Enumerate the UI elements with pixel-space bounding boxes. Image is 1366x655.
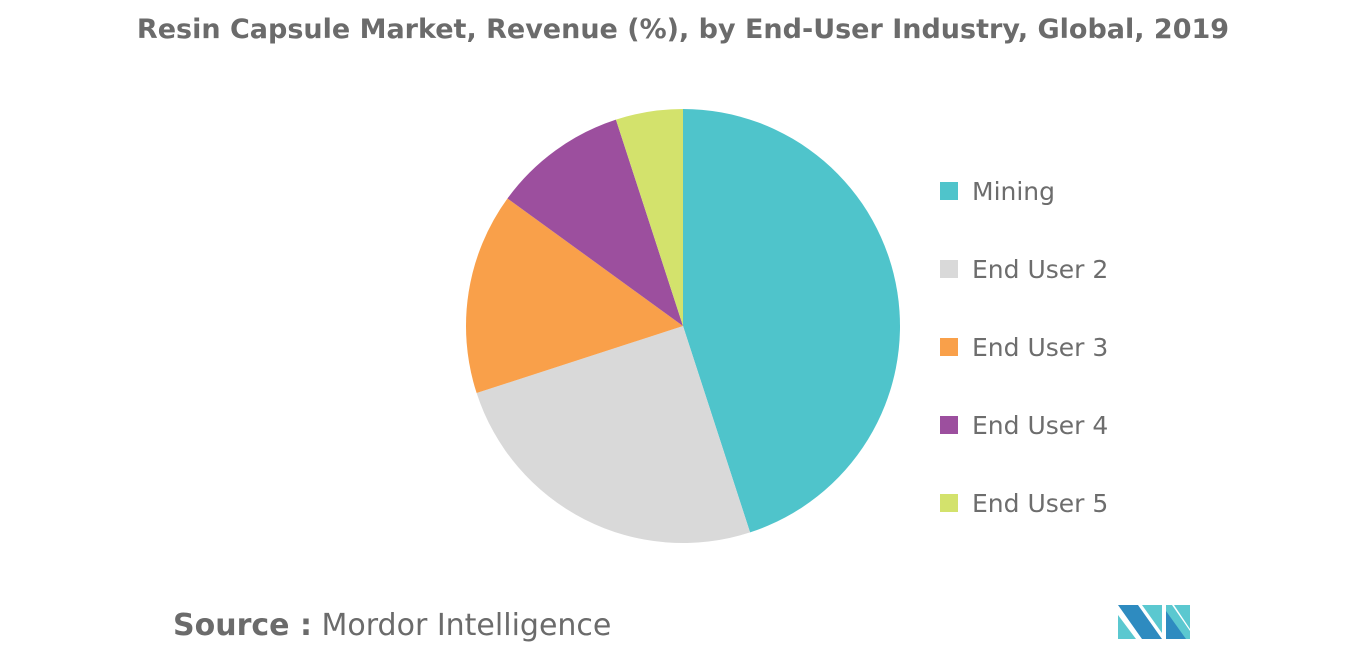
legend-label: End User 5: [972, 488, 1109, 518]
legend-swatch: [940, 494, 958, 512]
legend-swatch: [940, 338, 958, 356]
legend-item: End User 2: [940, 230, 1108, 308]
source-value: Mordor Intelligence: [321, 608, 612, 643]
source-note: Source : Mordor Intelligence: [173, 608, 611, 643]
legend-item: End User 3: [940, 308, 1108, 386]
pie-slice-end-user-4: [507, 119, 683, 327]
legend-item: End User 5: [940, 464, 1108, 542]
legend-item: Mining: [940, 152, 1108, 230]
pie-slice-end-user-5: [615, 109, 683, 326]
chart-title: Resin Capsule Market, Revenue (%), by En…: [136, 14, 1230, 45]
pie-slice-mining: [683, 109, 901, 533]
mordor-intelligence-logo: [1118, 605, 1190, 639]
legend-label: End User 4: [972, 410, 1109, 440]
legend-label: Mining: [972, 176, 1056, 206]
legend-label: End User 3: [972, 332, 1109, 362]
legend-swatch: [940, 260, 958, 278]
pie-slice-end-user-2: [476, 326, 751, 543]
legend-swatch: [940, 416, 958, 434]
legend-item: End User 4: [940, 386, 1108, 464]
source-label: Source :: [173, 608, 312, 643]
legend-label: End User 2: [972, 254, 1109, 284]
legend: Mining End User 2 End User 3 End User 4 End …: [940, 152, 1108, 542]
pie-slice-end-user-3: [466, 198, 683, 394]
legend-swatch: [940, 182, 958, 200]
